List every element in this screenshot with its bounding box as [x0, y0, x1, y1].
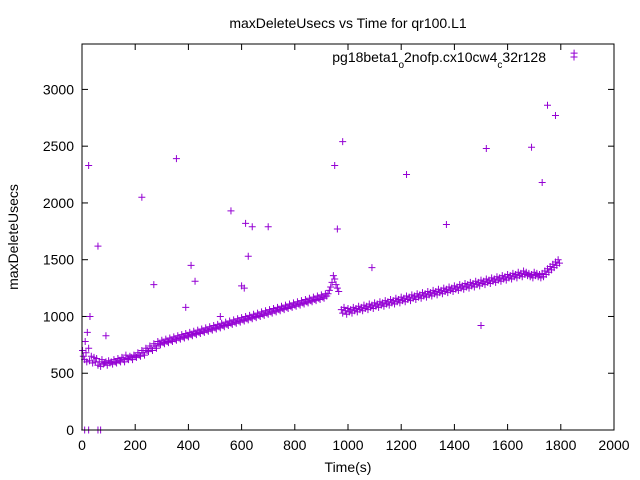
x-tick-label: 200 [124, 437, 148, 453]
legend-text: pg18beta1 [332, 49, 398, 65]
x-tick-label: 1800 [545, 437, 576, 453]
data-point [216, 312, 224, 320]
data-point [242, 219, 250, 227]
data-point [82, 349, 90, 357]
data-point [264, 223, 272, 231]
legend-subscript: c [497, 60, 502, 71]
y-axis-label: maxDeleteUsecs [5, 184, 21, 290]
legend-text: 32r128 [502, 49, 546, 65]
data-point [554, 256, 562, 264]
data-point [138, 193, 146, 201]
data-point [227, 207, 235, 215]
legend-subscript: o [398, 60, 404, 71]
plot-frame [81, 43, 615, 431]
data-point [528, 143, 536, 151]
data-point [148, 347, 156, 355]
data-point [551, 112, 559, 120]
data-point [340, 303, 348, 311]
x-tick-label: 400 [177, 437, 201, 453]
data-point [333, 284, 341, 292]
data-point [324, 290, 332, 298]
x-tick-label: 1400 [439, 437, 470, 453]
data-point [325, 286, 333, 294]
y-tick-label: 3000 [43, 81, 74, 97]
legend-label: pg18beta1o2nofp.cx10cw4c32r128 [332, 49, 546, 71]
data-point [544, 101, 551, 109]
data-point [403, 171, 411, 179]
data-point [339, 138, 347, 146]
data-point [94, 242, 102, 250]
data-point [187, 261, 195, 269]
legend-text: 2nofp.cx10cw4 [404, 49, 498, 65]
data-point [477, 322, 485, 330]
data-point [555, 259, 563, 267]
x-tick-label: 0 [78, 437, 86, 453]
data-point [240, 284, 248, 292]
data-point [85, 161, 93, 169]
data-point [122, 351, 130, 359]
data-point [332, 281, 340, 289]
data-point [333, 225, 341, 233]
data-point [83, 328, 91, 336]
data-point [331, 275, 339, 283]
y-tick-label: 2000 [43, 195, 74, 211]
data-point [81, 337, 89, 345]
data-point [191, 277, 199, 285]
x-tick-label: 2000 [598, 437, 629, 453]
chart-title: maxDeleteUsecs vs Time for qr100.L1 [229, 15, 467, 31]
data-point [248, 223, 256, 231]
data-point [141, 351, 149, 359]
data-point [442, 221, 450, 229]
data-point [85, 344, 93, 352]
data-point [102, 332, 110, 340]
x-tick-label: 1000 [332, 437, 363, 453]
y-tick-label: 500 [51, 365, 75, 381]
data-point [244, 252, 252, 260]
data-point [538, 179, 546, 187]
y-tick-label: 2500 [43, 138, 74, 154]
data-point [482, 144, 490, 152]
data-point [570, 49, 578, 57]
x-tick-label: 1200 [386, 437, 417, 453]
data-point [331, 161, 339, 169]
x-axis-label: Time(s) [325, 459, 372, 475]
data-point [172, 155, 180, 163]
y-tick-label: 0 [66, 422, 74, 438]
data-point [150, 281, 158, 289]
x-tick-label: 800 [283, 437, 307, 453]
y-axis-ticks: 0 500 1000 1500 2000 2500 3000 [43, 81, 614, 438]
x-axis-ticks: 0 200 400 600 800 1000 1200 1400 1600 1800 2000 [78, 44, 630, 453]
data-point [327, 283, 335, 291]
data-point [86, 312, 94, 320]
data-point [182, 303, 190, 311]
y-tick-label: 1500 [43, 252, 74, 268]
y-tick-label: 1000 [43, 308, 74, 324]
data-point [335, 287, 343, 295]
data-points [79, 49, 578, 434]
x-tick-label: 1600 [492, 437, 523, 453]
data-point [152, 344, 160, 352]
data-point [368, 264, 376, 272]
x-tick-label: 600 [230, 437, 254, 453]
data-point [329, 272, 337, 280]
